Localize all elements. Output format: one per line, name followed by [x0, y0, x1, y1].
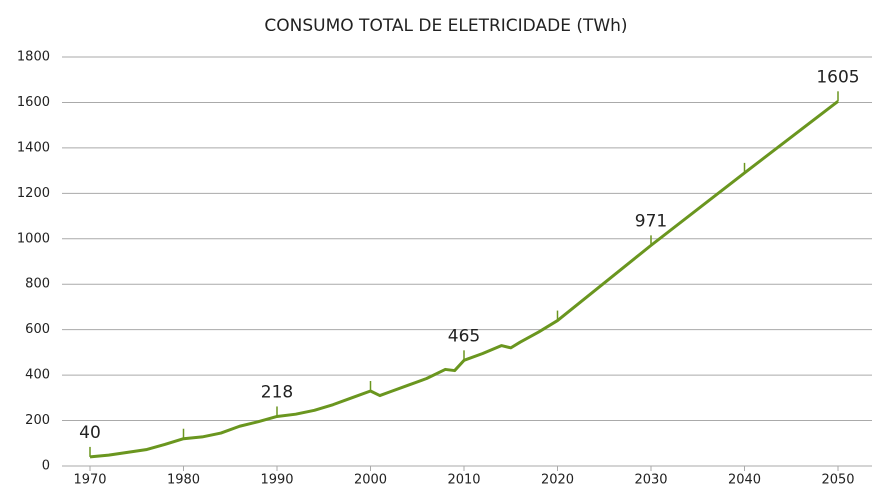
value-label: 218 [261, 382, 293, 402]
x-tick-label: 2010 [447, 473, 480, 488]
x-tick-label: 2020 [541, 473, 574, 488]
y-tick-label: 1400 [17, 140, 50, 155]
value-label: 1605 [816, 67, 859, 87]
y-tick-label: 1200 [17, 186, 50, 201]
y-tick-label: 1000 [17, 231, 50, 246]
x-tick-label: 2000 [354, 473, 387, 488]
y-tick-label: 1600 [17, 95, 50, 110]
y-tick-label: 1800 [17, 50, 50, 65]
x-tick-label: 2030 [634, 473, 667, 488]
y-tick-label: 600 [25, 322, 50, 337]
y-tick-label: 400 [25, 368, 50, 383]
value-label: 465 [448, 326, 480, 346]
data-line [89, 100, 839, 459]
value-label: 40 [79, 423, 101, 443]
x-tick-label: 1990 [260, 473, 293, 488]
x-tick-label: 1970 [73, 473, 106, 488]
value-label: 971 [635, 211, 667, 231]
x-tick-label: 1980 [167, 473, 200, 488]
y-tick-label: 200 [25, 413, 50, 428]
y-tick-label: 0 [42, 459, 50, 474]
chart-title: CONSUMO TOTAL DE ELETRICIDADE (TWh) [264, 16, 627, 36]
x-tick-label: 2050 [821, 473, 854, 488]
y-tick-label: 800 [25, 277, 50, 292]
x-tick-label: 2040 [728, 473, 761, 488]
